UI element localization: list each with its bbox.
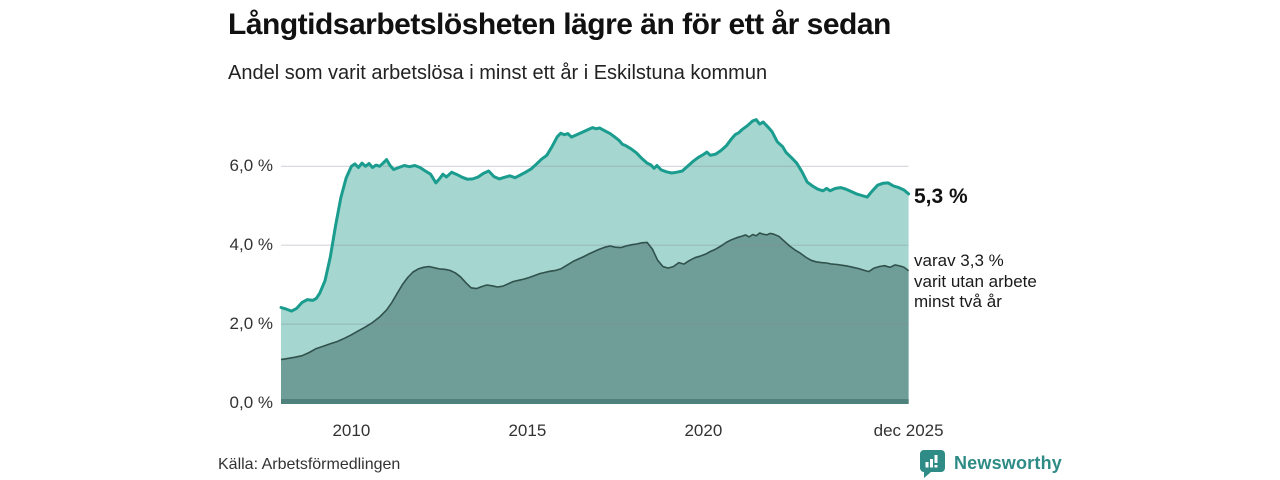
source-credit: Källa: Arbetsförmedlingen xyxy=(218,456,401,473)
y-tick-label: 4,0 % xyxy=(229,235,273,255)
brand-lockup: Newsworthy xyxy=(919,449,1062,478)
series-two-years-line xyxy=(280,232,910,361)
x-axis-line xyxy=(281,399,909,404)
series-two-years-area xyxy=(281,233,909,403)
y-tick-label: 0,0 % xyxy=(229,393,273,412)
x-tick-label: 2015 xyxy=(508,421,547,440)
page-subtitle: Andel som varit arbetslösa i minst ett å… xyxy=(228,62,768,84)
x-tick-label: 2020 xyxy=(684,421,723,440)
breakdown-annotation: varav 3,3 % varit utan arbete minst två år xyxy=(914,251,1037,313)
y-tick-label: 2,0 % xyxy=(229,314,273,334)
newsworthy-logo-icon xyxy=(919,450,945,478)
latest-value-label: 5,3 % xyxy=(914,185,968,208)
page-title: Långtidsarbetslösheten lägre än för ett … xyxy=(228,8,891,41)
series-total-line xyxy=(279,118,911,313)
breakdown-line: varav 3,3 % xyxy=(914,251,1004,270)
x-tick-label: 2010 xyxy=(332,421,371,440)
y-tick-label: 6,0 % xyxy=(229,156,273,176)
brand-name: Newsworthy xyxy=(953,453,1062,473)
breakdown-line: varit utan arbete xyxy=(914,271,1037,291)
breakdown-line: minst två år xyxy=(914,292,1002,311)
x-tick-label: dec 2025 xyxy=(873,421,944,440)
